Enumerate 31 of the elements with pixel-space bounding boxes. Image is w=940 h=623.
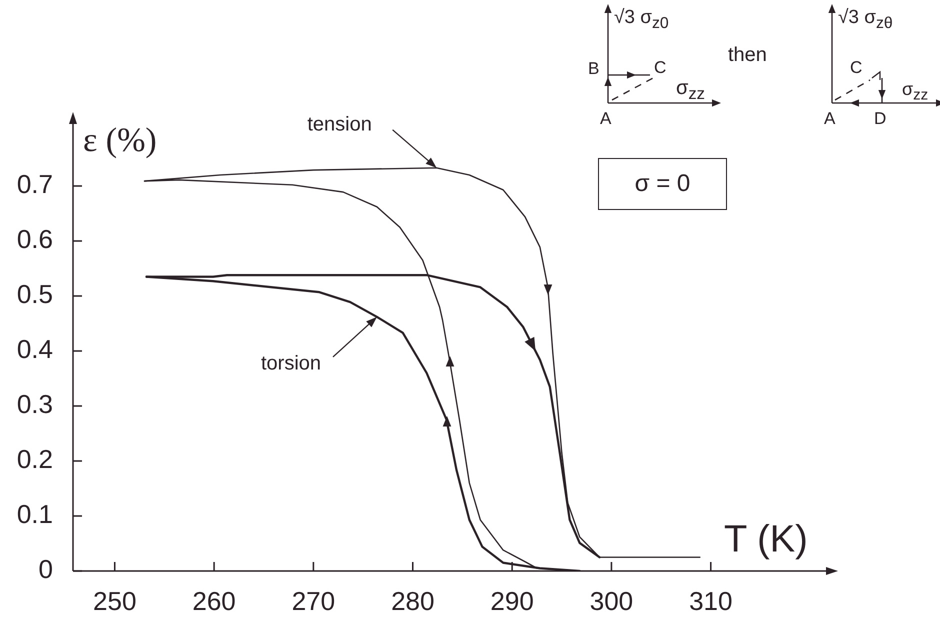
annotation: A [824,109,836,128]
x-tick-label: 260 [192,586,236,616]
y-axis-title: ε (%) [83,122,157,159]
x-tick-label: 310 [689,586,732,616]
y-tick-label: 0.7 [16,169,53,200]
text: √3 σ$_{zθ}$ [838,7,893,32]
x-tick-label: 250 [93,586,136,616]
text: C [654,58,666,77]
text: σ$_{zz}$ [676,77,705,103]
x-tick-label: 290 [490,586,534,616]
annotation: σ = 0 [598,158,727,210]
y-tick-label: 0.1 [16,499,53,530]
x-tick-label: 280 [391,586,434,616]
annotation: torsion [260,352,322,374]
y-tick-label: 0.3 [16,389,53,420]
annotation: A [600,109,612,128]
y-tick-label: 0.2 [16,444,53,474]
y-tick-label: 0.5 [16,279,53,310]
y-tick-label: 0.4 [16,334,53,364]
text: D [874,109,886,128]
text: B [588,59,600,78]
x-tick-label: 300 [590,586,634,616]
y-tick-label: 0.6 [16,224,53,254]
y-tick-label: 0 [38,554,53,584]
annotation: tension [307,113,372,136]
text: C [850,58,862,77]
text: then [728,44,767,66]
x-axis-title: T (K) [724,518,808,560]
text: σ$_{zz}$ [902,79,928,104]
text: √3 σ$_{z0}$ [614,7,669,32]
x-tick-label: 270 [292,586,336,616]
